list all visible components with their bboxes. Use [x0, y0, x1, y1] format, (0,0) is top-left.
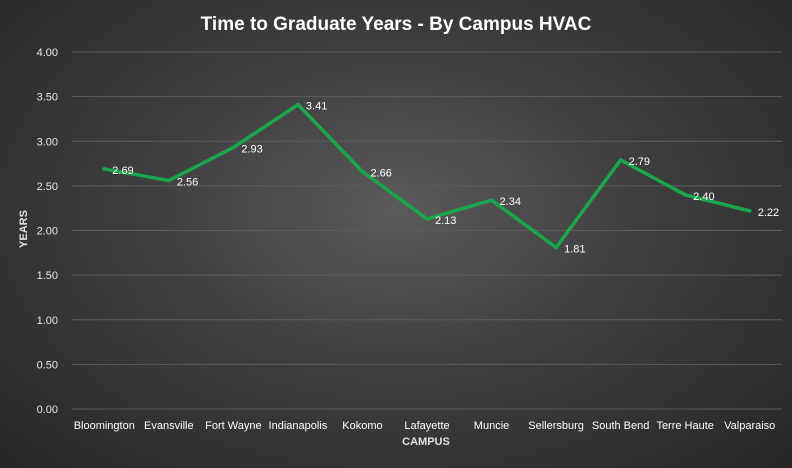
x-tick-label: Lafayette	[404, 420, 449, 432]
data-point	[102, 167, 107, 171]
series-layer	[102, 102, 752, 250]
x-tick-label: Kokomo	[342, 420, 382, 432]
data-label: 2.66	[370, 168, 391, 180]
data-point	[618, 158, 623, 162]
x-tick-label: Terre Haute	[656, 420, 713, 432]
data-label: 2.79	[629, 156, 650, 168]
y-axis-ticks: 0.00 0.50 1.00 1.50 2.00 2.50 3.00 3.50 4.00	[37, 47, 58, 416]
series-line	[102, 102, 752, 250]
x-tick-label: Muncie	[474, 420, 509, 432]
x-tick-label: Evansville	[144, 420, 194, 432]
data-label: 1.81	[564, 243, 585, 255]
y-tick-label: 1.00	[37, 315, 58, 327]
data-point	[683, 193, 687, 197]
y-axis-label: YEARS	[18, 210, 30, 248]
data-label: 2.22	[758, 207, 779, 219]
y-tick-label: 3.00	[37, 136, 58, 148]
x-axis-label: CAMPUS	[402, 436, 450, 448]
data-label: 2.93	[241, 143, 262, 155]
data-point	[231, 145, 236, 150]
data-labels: 2.69 2.56 2.93 3.41 2.66 2.13 2.34 1.81 2.79 2.40…	[112, 101, 779, 256]
x-tick-label: Fort Wayne	[205, 420, 261, 432]
data-label: 2.40	[693, 191, 714, 203]
x-tick-label: Bloomington	[74, 420, 135, 432]
gridlines	[72, 51, 782, 410]
data-label: 2.69	[112, 165, 133, 177]
data-label: 3.41	[306, 101, 327, 113]
x-tick-label: Indianapolis	[269, 420, 328, 432]
data-point	[360, 169, 365, 174]
data-point	[489, 198, 494, 202]
data-point	[167, 178, 171, 183]
y-tick-label: 1.50	[37, 270, 58, 282]
y-tick-label: 3.50	[37, 92, 58, 104]
data-label: 2.13	[435, 215, 456, 227]
data-point	[296, 102, 300, 107]
x-tick-label: Sellersburg	[528, 420, 584, 432]
data-point	[425, 217, 429, 221]
data-label: 2.56	[177, 177, 198, 189]
data-point	[554, 245, 558, 250]
y-tick-label: 0.00	[37, 404, 58, 416]
data-point	[747, 209, 752, 213]
y-tick-label: 4.00	[37, 47, 58, 59]
y-tick-label: 2.00	[37, 226, 58, 238]
x-tick-label: Valparaiso	[724, 420, 775, 432]
chart-title: Time to Graduate Years - By Campus HVAC	[201, 14, 592, 35]
x-axis-ticks: Bloomington Evansville Fort Wayne Indianapo…	[74, 420, 776, 432]
x-tick-label: South Bend	[592, 420, 650, 432]
data-label: 2.34	[500, 196, 521, 208]
y-tick-label: 2.50	[37, 181, 58, 193]
y-tick-label: 0.50	[37, 359, 58, 371]
